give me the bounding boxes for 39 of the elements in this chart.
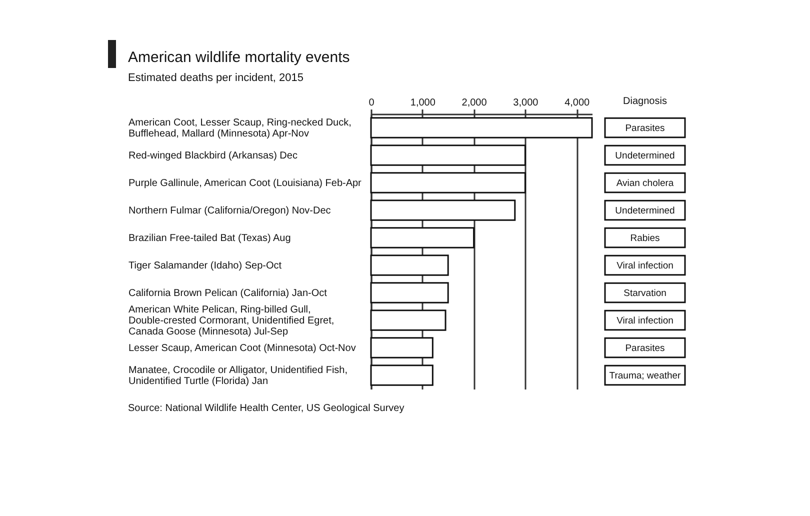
- y2-tick-label: Undetermined: [615, 205, 675, 216]
- y2-tick-label: Avian cholera: [616, 178, 674, 189]
- bar: [370, 364, 434, 386]
- y2-tick-label: Starvation: [624, 288, 666, 299]
- bar: [370, 144, 526, 166]
- x-tick-label: 0: [368, 98, 375, 108]
- y2-tick-label: Parasites: [625, 122, 666, 134]
- bar: [370, 117, 593, 138]
- bar: [370, 227, 475, 248]
- bar: [370, 200, 516, 221]
- y-tick-label: California Brown Pelican (California) Jan-Oct: [128, 288, 328, 299]
- y-tick-label: Northern Fulmar (California/Oregon) Nov-Dec: [128, 205, 331, 216]
- y2-tick-label: Trauma; weather: [609, 370, 681, 382]
- y2-tick-label: Parasites: [625, 342, 666, 354]
- bar: [370, 310, 446, 331]
- y2-tick-label: Viral infection: [616, 315, 674, 326]
- y-tick-label: Lesser Scaup, American Coot (Minnesota) Oct-Nov: [128, 342, 356, 354]
- y-tick-label: Purple Gallinule, American Coot (Louisiana) Feb-Apr: [128, 178, 362, 189]
- x-tick-label: 2,000: [462, 98, 488, 108]
- y-tick-label: American Coot, Lesser Scaup, Ring-necked Duck, Bufflehead, Mallard (Minnesota) Apr-Nov: [128, 117, 352, 140]
- text: American wildlife mortality events: [128, 49, 350, 66]
- bar: [370, 337, 434, 358]
- y-tick-label: American White Pelican, Ring-billed Gull, Double-crested Cormorant, Unidentified Egret, Canada Goose (Minnesota) Jul-Sep: [128, 304, 334, 338]
- source-note: Source: National Wildlife Health Center, US Geological Survey: [128, 402, 404, 414]
- y2-tick-label: Rabies: [630, 232, 660, 244]
- y2-tick-label: Viral infection: [616, 260, 674, 272]
- x-tick-label: 4,000: [564, 98, 590, 108]
- x-tick-label: 3,000: [513, 98, 539, 108]
- x-tick-label: 1,000: [410, 98, 436, 108]
- y2-tick-label: Undetermined: [615, 150, 675, 162]
- y-tick-label: Manatee, Crocodile or Alligator, Unidentified Fish, Unidentified Turtle (Florida) Jan: [128, 364, 348, 387]
- bar: [370, 282, 449, 304]
- y-tick-label: Brazilian Free-tailed Bat (Texas) Aug: [128, 232, 291, 244]
- bar: [370, 254, 449, 276]
- y2-axis-title: Diagnosis: [623, 96, 667, 107]
- y-tick-label: Tiger Salamander (Idaho) Sep-Oct: [128, 260, 282, 272]
- text: Estimated deaths per incident, 2015: [128, 72, 304, 84]
- y-tick-label: Red-winged Blackbird (Arkansas) Dec: [128, 150, 298, 162]
- bar: [370, 172, 526, 194]
